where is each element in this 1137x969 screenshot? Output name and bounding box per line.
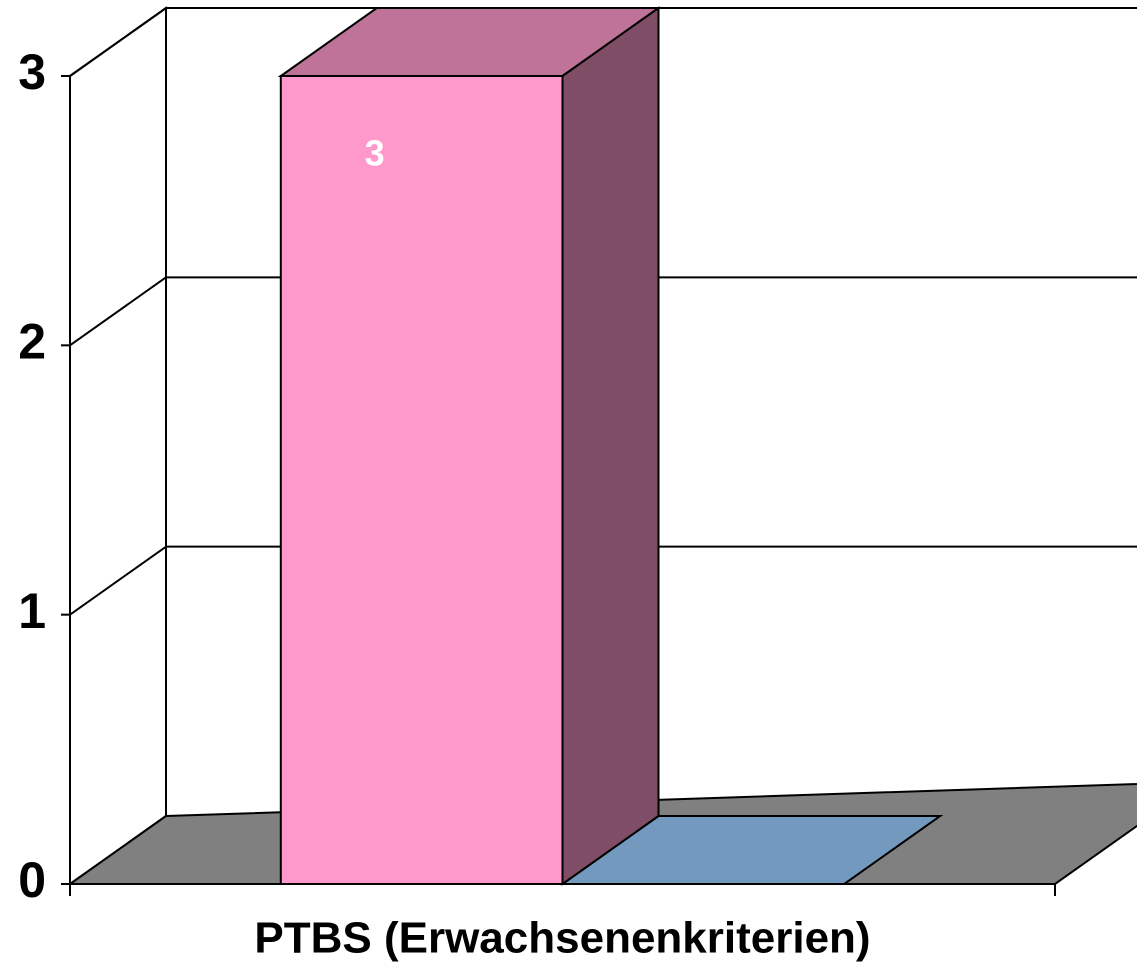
grid-line [69, 7, 167, 77]
y-tick-label: 1 [18, 583, 46, 639]
y-tick-label: 0 [18, 852, 46, 908]
y-tick-label: 3 [18, 44, 46, 100]
bar-side [561, 6, 660, 886]
grid-line [69, 276, 167, 347]
x-tick-label: PTBS (Erwachsenenkriterien) [254, 914, 870, 963]
bar-front [279, 75, 564, 885]
data-label: 3 [365, 133, 385, 174]
grid-line [69, 545, 167, 616]
y-tick-label: 2 [18, 314, 46, 370]
side-wall [69, 6, 167, 886]
